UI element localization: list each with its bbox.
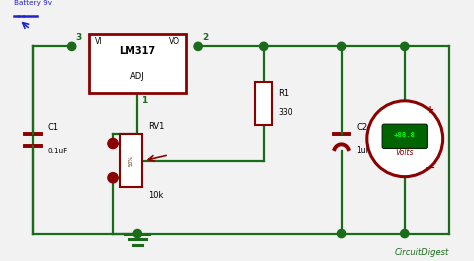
Text: +88.8: +88.8 bbox=[394, 132, 416, 138]
Text: 0.1uF: 0.1uF bbox=[47, 148, 68, 154]
Circle shape bbox=[401, 229, 409, 238]
Text: 10k: 10k bbox=[148, 191, 164, 200]
Text: R1: R1 bbox=[278, 89, 290, 98]
Text: 1uF: 1uF bbox=[356, 146, 370, 155]
Circle shape bbox=[133, 229, 141, 238]
Circle shape bbox=[337, 229, 346, 238]
Bar bbox=[255, 82, 273, 125]
Text: CircuitDigest: CircuitDigest bbox=[394, 248, 448, 257]
Bar bbox=[120, 134, 142, 187]
Text: ADJ: ADJ bbox=[130, 72, 145, 81]
Circle shape bbox=[68, 42, 76, 50]
Text: C1: C1 bbox=[47, 123, 58, 132]
Text: 50%: 50% bbox=[129, 155, 134, 166]
Circle shape bbox=[260, 42, 268, 50]
Text: −: − bbox=[425, 161, 435, 174]
Circle shape bbox=[367, 101, 443, 177]
Text: C2: C2 bbox=[356, 123, 367, 132]
Text: 330: 330 bbox=[278, 108, 293, 117]
Text: VI: VI bbox=[94, 37, 102, 46]
Circle shape bbox=[194, 42, 202, 50]
FancyBboxPatch shape bbox=[382, 124, 428, 149]
Text: +: + bbox=[426, 105, 434, 115]
Text: RV1: RV1 bbox=[148, 122, 164, 132]
Circle shape bbox=[337, 42, 346, 50]
Circle shape bbox=[108, 173, 118, 183]
Circle shape bbox=[108, 138, 118, 149]
Text: LM317: LM317 bbox=[119, 46, 155, 56]
Text: 2: 2 bbox=[202, 33, 208, 41]
Text: VO: VO bbox=[169, 37, 180, 46]
Text: Volts: Volts bbox=[395, 148, 414, 157]
Text: 1: 1 bbox=[141, 97, 147, 105]
Circle shape bbox=[401, 42, 409, 50]
Bar bbox=[89, 34, 186, 93]
Text: Battery 9v: Battery 9v bbox=[14, 1, 52, 7]
Text: 3: 3 bbox=[75, 33, 82, 41]
